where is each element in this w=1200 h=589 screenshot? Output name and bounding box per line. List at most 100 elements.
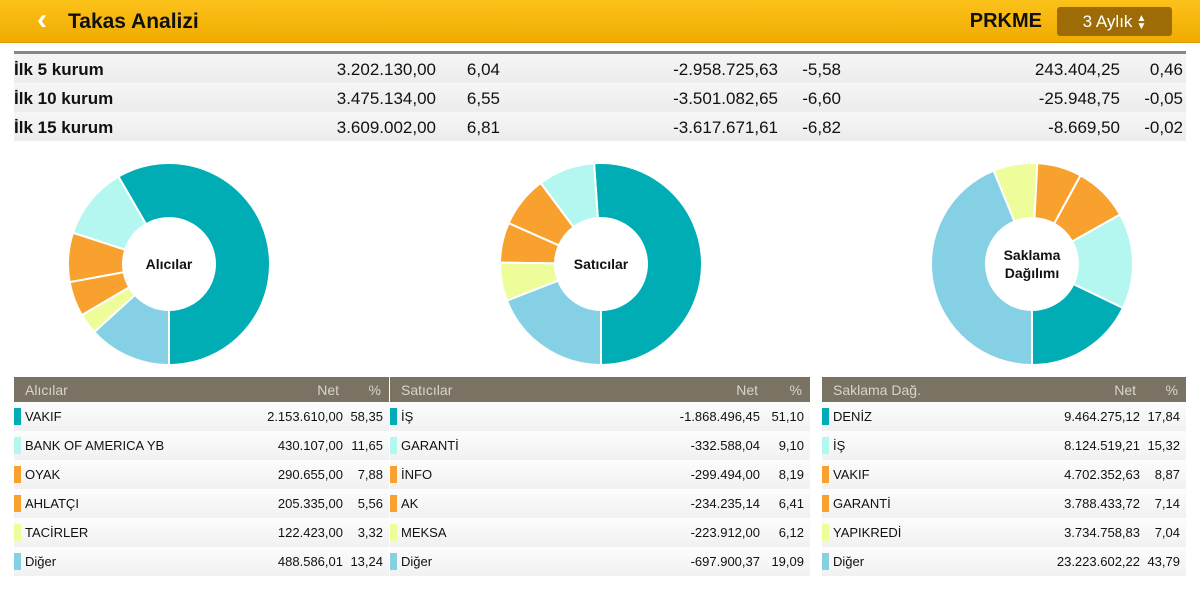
- table-row[interactable]: Diğer 488.586,01 13,24: [14, 547, 389, 576]
- table-row[interactable]: Diğer 23.223.602,22 43,79: [822, 547, 1186, 576]
- table-row[interactable]: DENİZ 9.464.275,12 17,84: [822, 402, 1186, 431]
- summary-label: İlk 10 kurum: [14, 89, 114, 108]
- net-value: 2.153.610,00: [267, 409, 343, 424]
- institution-name: Diğer: [833, 554, 865, 569]
- summary-row: İlk 10 kurum 3.475.134,00 6,55 -3.501.08…: [14, 83, 1186, 112]
- custody-donut-chart[interactable]: Saklama Dağılımı: [930, 162, 1134, 367]
- buyers-total: 3.475.134,00: [336, 89, 436, 108]
- donut-slice[interactable]: [505, 279, 602, 367]
- pct-value: 5,56: [357, 496, 383, 511]
- table-row[interactable]: GARANTİ 3.788.433,72 7,14: [822, 489, 1186, 518]
- custody-table-header: Saklama Dağ. Net %: [822, 377, 1186, 402]
- donut-slice[interactable]: [930, 169, 1033, 367]
- color-swatch: [390, 495, 397, 512]
- table-row[interactable]: İŞ -1.868.496,45 51,10: [390, 402, 810, 431]
- net-value: -234.235,14: [690, 496, 760, 511]
- table-row[interactable]: Diğer -697.900,37 19,09: [390, 547, 810, 576]
- col-name-header: Saklama Dağ.: [833, 382, 921, 398]
- col-name-header: Alıcılar: [25, 382, 68, 398]
- institution-name: İŞ: [401, 409, 414, 424]
- stock-symbol: PRKME: [969, 10, 1042, 32]
- pct-value: 7,88: [357, 467, 383, 482]
- institution-name: VAKIF: [25, 409, 62, 424]
- color-swatch: [390, 437, 397, 454]
- net-value: 122.423,00: [277, 525, 343, 540]
- net-total: -8.669,50: [1048, 118, 1120, 137]
- net-value: 4.702.352,63: [1064, 467, 1140, 482]
- summary-row: İlk 15 kurum 3.609.002,00 6,81 -3.617.67…: [14, 112, 1186, 141]
- sellers-pct: -6,60: [802, 89, 841, 108]
- pct-value: 11,65: [351, 438, 383, 453]
- color-swatch: [822, 437, 829, 454]
- buyers-table: Alıcılar Net % VAKIF 2.153.610,00 58,35 BAN…: [14, 377, 389, 576]
- net-value: -332.588,04: [690, 438, 760, 453]
- institution-name: AHLATÇI: [25, 496, 79, 511]
- table-row[interactable]: OYAK 290.655,00 7,88: [14, 460, 389, 489]
- custody-center-label-line2: Dağılımı: [1004, 265, 1060, 281]
- net-total: 243.404,25: [1034, 60, 1120, 79]
- app-header: ‹ Takas Analizi PRKME 3 Aylık ▲ ▼: [0, 0, 1200, 43]
- custody-center-label: Saklama Dağılımı: [982, 246, 1082, 282]
- net-value: 8.124.519,21: [1064, 438, 1140, 453]
- institution-name: GARANTİ: [833, 496, 891, 511]
- page-title: Takas Analizi: [68, 10, 199, 33]
- net-value: 430.107,00: [277, 438, 343, 453]
- table-row[interactable]: YAPIKREDİ 3.734.758,83 7,04: [822, 518, 1186, 547]
- col-pct-header: %: [789, 382, 802, 398]
- table-row[interactable]: BANK OF AMERICA YB 430.107,00 11,65: [14, 431, 389, 460]
- pct-value: 7,04: [1154, 525, 1180, 540]
- table-row[interactable]: VAKIF 4.702.352,63 8,87: [822, 460, 1186, 489]
- color-swatch: [390, 466, 397, 483]
- sellers-table: Satıcılar Net % İŞ -1.868.496,45 51,10 GARA…: [390, 377, 810, 576]
- summary-label: İlk 5 kurum: [14, 60, 104, 79]
- buyers-donut-chart[interactable]: Alıcılar: [67, 162, 271, 367]
- color-swatch: [14, 437, 21, 454]
- table-row[interactable]: AK -234.235,14 6,41: [390, 489, 810, 518]
- sellers-donut-chart[interactable]: Satıcılar: [498, 162, 703, 367]
- buyers-table-header: Alıcılar Net %: [14, 377, 389, 402]
- pct-value: 51,10: [771, 409, 804, 424]
- table-row[interactable]: VAKIF 2.153.610,00 58,35: [14, 402, 389, 431]
- table-row[interactable]: TACİRLER 122.423,00 3,32: [14, 518, 389, 547]
- donut-slice[interactable]: [117, 162, 271, 367]
- pct-value: 19,09: [771, 554, 804, 569]
- net-value: 488.586,01: [277, 554, 343, 569]
- net-value: -697.900,37: [690, 554, 760, 569]
- buyers-pct: 6,55: [466, 89, 500, 108]
- color-swatch: [822, 466, 829, 483]
- custody-table: Saklama Dağ. Net % DENİZ 9.464.275,12 17,8…: [822, 377, 1186, 576]
- color-swatch: [822, 553, 829, 570]
- table-row[interactable]: İŞ 8.124.519,21 15,32: [822, 431, 1186, 460]
- period-value: 3 Aylık: [1082, 12, 1133, 31]
- net-total: -25.948,75: [1038, 89, 1120, 108]
- col-pct-header: %: [1165, 382, 1178, 398]
- sellers-total: -3.617.671,61: [673, 118, 778, 137]
- custody-donut-svg: [930, 162, 1134, 367]
- table-row[interactable]: MEKSA -223.912,00 6,12: [390, 518, 810, 547]
- back-chevron-icon[interactable]: ‹: [37, 3, 47, 36]
- color-swatch: [822, 408, 829, 425]
- institution-name: MEKSA: [401, 525, 447, 540]
- table-row[interactable]: İNFO -299.494,00 8,19: [390, 460, 810, 489]
- pct-value: 13,24: [350, 554, 383, 569]
- pct-value: 6,41: [778, 496, 804, 511]
- institution-name: VAKIF: [833, 467, 870, 482]
- donut-slice[interactable]: [92, 293, 170, 367]
- period-select[interactable]: 3 Aylık ▲ ▼: [1057, 7, 1172, 36]
- summary-row: İlk 5 kurum 3.202.130,00 6,04 -2.958.725…: [14, 54, 1186, 83]
- color-swatch: [390, 553, 397, 570]
- table-row[interactable]: GARANTİ -332.588,04 9,10: [390, 431, 810, 460]
- pct-value: 17,84: [1147, 409, 1180, 424]
- buyers-donut-svg: [67, 162, 271, 367]
- table-row[interactable]: AHLATÇI 205.335,00 5,56: [14, 489, 389, 518]
- pct-value: 6,12: [778, 525, 804, 540]
- sellers-center-label: Satıcılar: [573, 256, 629, 272]
- net-value: 290.655,00: [277, 467, 343, 482]
- color-swatch: [390, 408, 397, 425]
- col-net-header: Net: [1114, 382, 1136, 398]
- summary-label: İlk 15 kurum: [14, 118, 114, 137]
- sellers-pct: -5,58: [802, 60, 841, 79]
- donut-slice[interactable]: [592, 162, 703, 367]
- color-swatch: [14, 553, 21, 570]
- net-value: 3.788.433,72: [1064, 496, 1140, 511]
